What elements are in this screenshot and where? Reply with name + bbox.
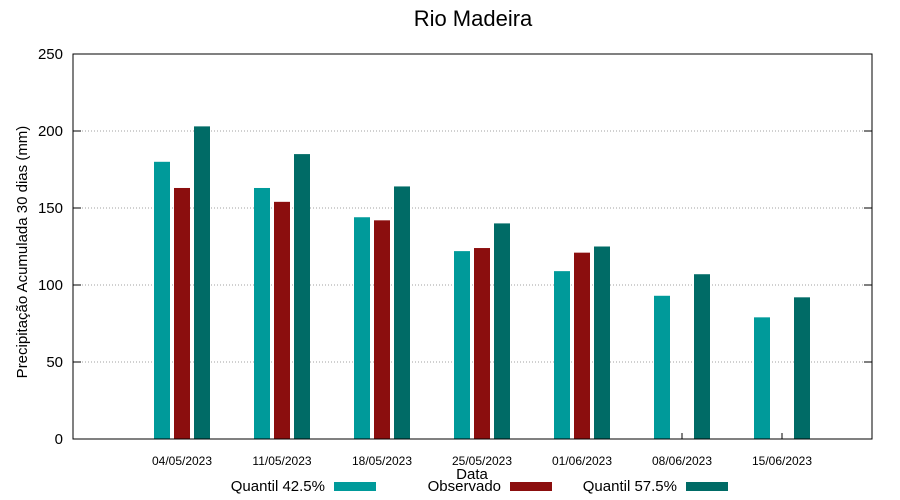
x-axis-label: Data [456, 466, 488, 483]
y-axis-ticks: 0 50 100 150 200 250 [38, 46, 872, 448]
bar-quantil-42 [554, 271, 570, 439]
x-tick-label: 15/06/2023 [752, 454, 812, 468]
y-tick-label: 50 [46, 354, 63, 371]
bar-quantil-42 [754, 317, 770, 439]
legend: Quantil 42.5% Observado Quantil 57.5% [231, 478, 728, 495]
bar-quantil-57 [394, 186, 410, 439]
y-tick-label: 150 [38, 200, 63, 217]
bar-quantil-42 [654, 295, 670, 439]
bar-quantil-42 [454, 251, 470, 439]
legend-swatch [510, 482, 552, 491]
bar-quantil-57 [694, 274, 710, 439]
x-tick-label: 25/05/2023 [452, 454, 512, 468]
bar-quantil-57 [794, 297, 810, 439]
bar-observado [274, 201, 290, 439]
legend-label: Observado [428, 478, 501, 495]
bar-observado [374, 220, 390, 439]
x-tick-label: 11/05/2023 [252, 454, 311, 468]
legend-label: Quantil 57.5% [583, 478, 677, 495]
bar-quantil-42 [254, 187, 270, 439]
plot-frame [72, 53, 873, 440]
x-tick-label: 18/05/2023 [352, 454, 412, 468]
y-axis-label: Precipitação Acumulada 30 dias (mm) [14, 126, 31, 379]
y-tick-label: 100 [38, 277, 63, 294]
bar-observado [574, 252, 590, 439]
legend-swatch [334, 482, 376, 491]
bar-quantil-57 [194, 126, 210, 439]
x-tick-label: 04/05/2023 [152, 454, 212, 468]
bar-quantil-57 [594, 246, 610, 439]
y-tick-label: 250 [38, 46, 63, 63]
bar-quantil-42 [354, 217, 370, 439]
grid-lines [73, 130, 872, 363]
legend-label: Quantil 42.5% [231, 478, 325, 495]
bar-quantil-57 [294, 154, 310, 439]
bars [154, 126, 810, 440]
bar-observado [474, 248, 490, 439]
y-tick-label: 0 [55, 431, 63, 448]
y-tick-label: 200 [38, 123, 63, 140]
x-tick-label: 08/06/2023 [652, 454, 712, 468]
chart-title: Rio Madeira [414, 6, 533, 31]
bar-quantil-57 [494, 223, 510, 439]
bar-observado [174, 187, 190, 439]
x-tick-label: 01/06/2023 [552, 454, 612, 468]
legend-swatch [686, 482, 728, 491]
bar-quantil-42 [154, 161, 170, 440]
